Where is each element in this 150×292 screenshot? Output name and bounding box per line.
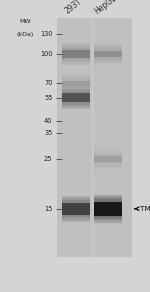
Text: 55: 55 xyxy=(44,95,52,101)
Bar xyxy=(61,48,90,60)
Text: 293T: 293T xyxy=(63,0,84,16)
Bar xyxy=(94,152,122,167)
Bar xyxy=(94,46,122,62)
Bar xyxy=(61,51,90,58)
Text: 130: 130 xyxy=(40,31,52,36)
Bar xyxy=(61,74,90,93)
Text: HepG2: HepG2 xyxy=(93,0,119,16)
Bar xyxy=(61,44,90,65)
Bar xyxy=(94,202,122,216)
Bar xyxy=(94,195,122,223)
Bar xyxy=(61,91,90,105)
Text: (kDa): (kDa) xyxy=(17,32,34,37)
Text: 35: 35 xyxy=(44,130,52,136)
Bar xyxy=(94,197,122,220)
Bar xyxy=(61,203,90,215)
Bar xyxy=(94,51,122,57)
Bar xyxy=(94,44,122,64)
Bar xyxy=(61,89,90,107)
Bar xyxy=(94,48,122,60)
Bar xyxy=(61,200,90,217)
Bar xyxy=(61,93,90,102)
Bar xyxy=(61,198,90,220)
Bar xyxy=(61,196,90,222)
Text: 40: 40 xyxy=(44,118,52,124)
Text: 25: 25 xyxy=(44,156,52,162)
Text: MW: MW xyxy=(20,19,31,24)
Text: 15: 15 xyxy=(44,206,52,212)
Bar xyxy=(94,156,122,162)
Bar xyxy=(61,78,90,88)
Bar xyxy=(61,86,90,109)
Bar xyxy=(57,18,132,257)
Text: 100: 100 xyxy=(40,51,52,57)
Bar xyxy=(94,154,122,164)
Bar xyxy=(61,46,90,62)
Text: 70: 70 xyxy=(44,80,52,86)
Bar xyxy=(94,199,122,218)
Bar xyxy=(94,149,122,169)
Bar xyxy=(61,81,90,86)
Text: TMP21: TMP21 xyxy=(140,206,150,212)
Bar xyxy=(61,76,90,91)
